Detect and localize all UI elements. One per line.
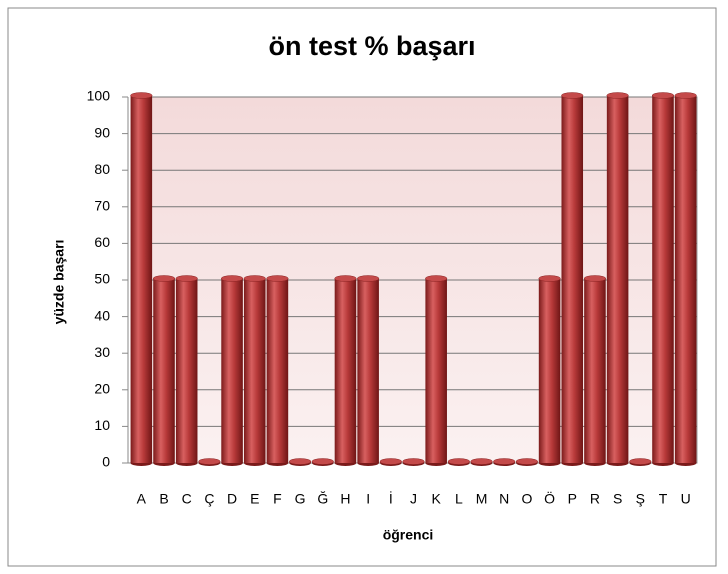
x-tick-label: C <box>182 491 192 507</box>
x-tick-label: I <box>366 491 370 507</box>
bar-top <box>221 275 244 282</box>
bar-top <box>470 458 493 465</box>
x-tick-label: O <box>521 491 532 507</box>
bar-top <box>198 458 221 465</box>
y-tick-label: 10 <box>94 417 110 433</box>
x-tick-label: G <box>295 491 306 507</box>
x-tick-label: E <box>250 491 259 507</box>
bar-top <box>425 275 448 282</box>
x-axis-label: öğrenci <box>383 527 434 543</box>
y-tick-label: 80 <box>94 161 110 177</box>
x-tick-label: Ş <box>636 491 645 507</box>
bar-top <box>561 92 584 99</box>
bar-top <box>379 458 402 465</box>
x-tick-label: Ğ <box>317 491 328 507</box>
bar-top <box>606 92 629 99</box>
bar-top <box>583 275 606 282</box>
x-tick-label: İ <box>389 490 393 507</box>
bar-top <box>152 275 176 282</box>
y-tick-label: 30 <box>94 344 110 360</box>
bar-top <box>289 458 312 465</box>
x-tick-label: J <box>410 491 417 507</box>
bar <box>674 95 697 463</box>
bar <box>334 278 357 463</box>
bar <box>266 278 289 463</box>
bar <box>538 278 561 463</box>
bar-top <box>311 458 334 465</box>
bar <box>243 278 266 463</box>
bar-top <box>243 275 266 282</box>
bar <box>221 278 243 463</box>
bar <box>425 278 447 463</box>
y-tick-label: 0 <box>102 454 110 470</box>
y-tick-label: 20 <box>94 381 110 397</box>
x-tick-label: S <box>613 491 622 507</box>
bar <box>153 278 175 463</box>
x-tick-label: H <box>340 491 350 507</box>
bar-top <box>493 458 516 465</box>
y-tick-label: 90 <box>94 124 110 140</box>
bar-top <box>674 92 697 99</box>
bar <box>175 278 198 463</box>
x-tick-label: P <box>568 491 577 507</box>
y-tick-label: 50 <box>94 271 110 287</box>
x-tick-label: T <box>659 491 668 507</box>
x-tick-label: D <box>227 491 237 507</box>
x-tick-label: F <box>273 491 282 507</box>
bar <box>130 95 153 463</box>
y-axis-label: yüzde başarı <box>51 240 67 325</box>
bar <box>652 95 674 463</box>
x-tick-label: Ç <box>204 491 214 507</box>
bar-top <box>402 458 425 465</box>
bar-top <box>334 275 357 282</box>
bar <box>357 278 379 463</box>
bar <box>606 95 629 463</box>
x-tick-label: U <box>681 491 691 507</box>
bar-top <box>651 92 675 99</box>
chart-title: ön test % başarı <box>268 31 475 61</box>
x-tick-label: R <box>590 491 600 507</box>
bar <box>584 278 606 463</box>
x-tick-label: K <box>432 491 442 507</box>
y-tick-label: 60 <box>94 234 110 250</box>
bar-top <box>266 275 289 282</box>
y-tick-label: 100 <box>87 88 111 104</box>
x-tick-label: B <box>159 491 168 507</box>
x-tick-label: Ö <box>544 490 555 507</box>
y-tick-label: 70 <box>94 198 110 214</box>
bar-top <box>629 458 652 465</box>
x-tick-label: L <box>455 491 463 507</box>
bar-top <box>447 458 470 465</box>
bar-top <box>357 275 380 282</box>
x-tick-label: A <box>137 491 147 507</box>
bar-top <box>515 458 538 465</box>
y-tick-label: 40 <box>94 307 110 323</box>
bar <box>561 95 584 463</box>
x-tick-label: M <box>476 491 488 507</box>
bar-top <box>538 275 561 282</box>
bar-top <box>130 92 153 99</box>
bar-top <box>175 275 198 282</box>
x-tick-label: N <box>499 491 509 507</box>
